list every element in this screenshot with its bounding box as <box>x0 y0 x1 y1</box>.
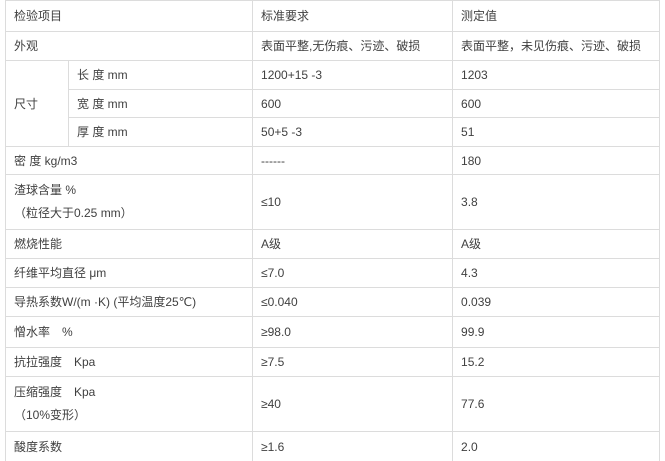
cell-fiber-diameter-standard: ≤7.0 <box>252 258 454 288</box>
inspection-results-table: 检验项目 标准要求 测定值 外观 表面平整,无伤痕、污迹、破损 表面平整，未见伤… <box>4 0 661 461</box>
table-row-length: 尺寸 长 度 mm 1200+15 -3 1203 <box>5 60 661 147</box>
cell-conductivity-measured: 0.039 <box>452 287 661 317</box>
cell-compressive-standard: ≥40 <box>252 376 454 432</box>
table-row-shot-content: 渣球含量 % （粒径大于0.25 mm） ≤10 3.8 <box>4 174 661 230</box>
header-item-column: 检验项目 <box>4 0 254 32</box>
cell-tensile-item: 抗拉强度 Kpa <box>4 347 254 377</box>
cell-conductivity-standard: ≤0.040 <box>252 287 454 317</box>
header-measured-column: 测定值 <box>452 0 661 32</box>
table-row-compressive: 压缩强度 Kpa （10%变形） ≥40 77.6 <box>4 376 661 432</box>
cell-shot-content-item: 渣球含量 % （粒径大于0.25 mm） <box>4 174 254 230</box>
cell-combustion-standard: A级 <box>252 229 454 259</box>
cell-compressive-item: 压缩强度 Kpa （10%变形） <box>4 376 254 432</box>
cell-conductivity-item: 导热系数W/(m ·K) (平均温度25℃) <box>4 287 254 317</box>
cell-compressive-measured: 77.6 <box>452 376 661 432</box>
cell-fiber-diameter-item: 纤维平均直径 μm <box>4 258 254 288</box>
cell-shot-content-measured: 3.8 <box>452 174 661 230</box>
table-row-density: 密 度 kg/m3 ------ 180 <box>4 146 661 175</box>
table-header-row: 检验项目 标准要求 测定值 <box>4 0 661 32</box>
cell-density-item: 密 度 kg/m3 <box>4 146 254 175</box>
cell-thickness-standard: 50+5 -3 <box>252 117 454 147</box>
cell-acidity-item: 酸度系数 <box>4 431 254 461</box>
cell-shot-content-item-line2: （粒径大于0.25 mm） <box>14 206 133 220</box>
cell-thickness-measured: 51 <box>452 117 661 147</box>
cell-acidity-measured: 2.0 <box>452 431 661 461</box>
header-standard-column: 标准要求 <box>252 0 454 32</box>
table-row-hydrophobicity: 憎水率 % ≥98.0 99.9 <box>4 316 661 348</box>
cell-appearance-measured: 表面平整，未见伤痕、污迹、破损 <box>452 31 661 61</box>
cell-hydrophobicity-item: 憎水率 % <box>4 316 254 348</box>
cell-combustion-measured: A级 <box>452 229 661 259</box>
cell-appearance-item: 外观 <box>4 31 254 61</box>
cell-shot-content-standard: ≤10 <box>252 174 454 230</box>
cell-hydrophobicity-standard: ≥98.0 <box>252 316 454 348</box>
cell-density-measured: 180 <box>452 146 661 175</box>
cell-length-measured: 1203 <box>452 60 661 90</box>
cell-density-standard: ------ <box>252 146 454 175</box>
table-row-conductivity: 导热系数W/(m ·K) (平均温度25℃) ≤0.040 0.039 <box>4 287 661 317</box>
cell-compressive-item-line1: 压缩强度 Kpa <box>14 385 96 399</box>
table-row-appearance: 外观 表面平整,无伤痕、污迹、破损 表面平整，未见伤痕、污迹、破损 <box>4 31 661 61</box>
cell-compressive-item-line2: （10%变形） <box>14 408 87 422</box>
cell-width-item: 宽 度 mm <box>67 89 254 118</box>
cell-hydrophobicity-measured: 99.9 <box>452 316 661 348</box>
cell-tensile-standard: ≥7.5 <box>252 347 454 377</box>
table-row-acidity: 酸度系数 ≥1.6 2.0 <box>4 431 661 461</box>
cell-combustion-item: 燃烧性能 <box>4 229 254 259</box>
cell-length-item: 长 度 mm <box>67 60 254 90</box>
cell-tensile-measured: 15.2 <box>452 347 661 377</box>
table-row-thickness: 厚 度 mm 50+5 -3 51 <box>6 117 661 147</box>
cell-thickness-item: 厚 度 mm <box>67 117 254 147</box>
table-row-combustion: 燃烧性能 A级 A级 <box>4 229 661 259</box>
cell-acidity-standard: ≥1.6 <box>252 431 454 461</box>
cell-width-measured: 600 <box>452 89 661 118</box>
cell-length-standard: 1200+15 -3 <box>252 60 454 90</box>
cell-appearance-standard: 表面平整,无伤痕、污迹、破损 <box>252 31 454 61</box>
table-row-fiber-diameter: 纤维平均直径 μm ≤7.0 4.3 <box>4 258 661 288</box>
table-row-width: 宽 度 mm 600 600 <box>6 89 661 118</box>
cell-width-standard: 600 <box>252 89 454 118</box>
cell-shot-content-item-line1: 渣球含量 % <box>14 183 77 197</box>
cell-fiber-diameter-measured: 4.3 <box>452 258 661 288</box>
cell-dimensions-group: 尺寸 <box>5 60 69 147</box>
table-row-tensile: 抗拉强度 Kpa ≥7.5 15.2 <box>4 347 661 377</box>
